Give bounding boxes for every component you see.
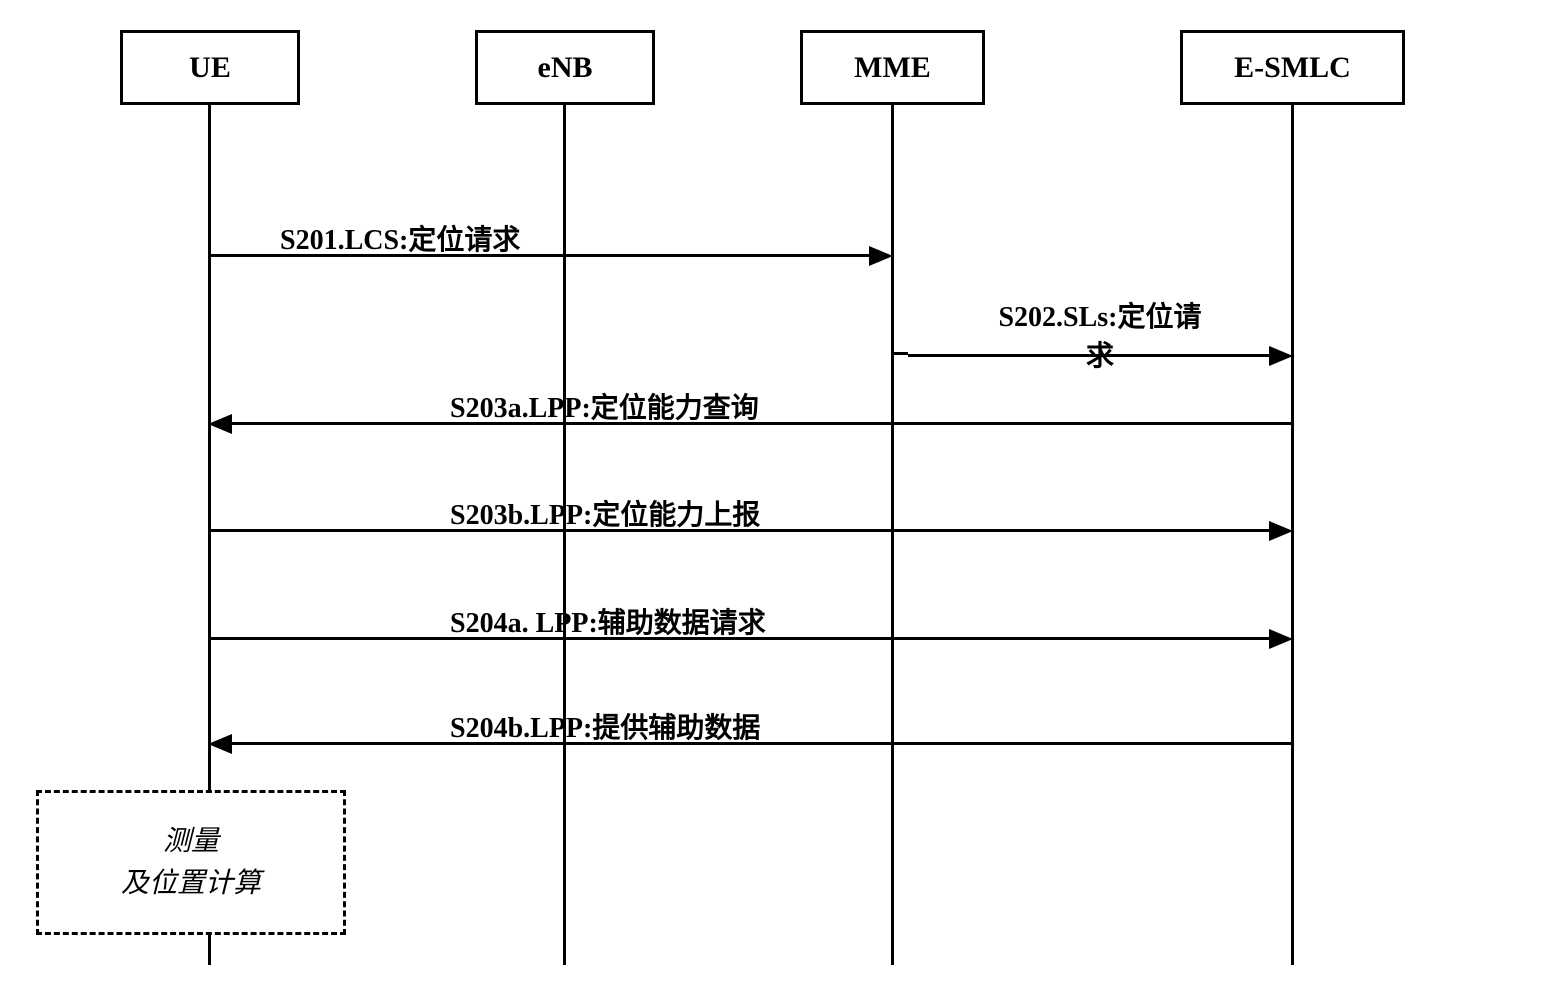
msg-s203a-label: S203a.LPP:定位能力查询 [450,386,759,426]
participant-ue-label: UE [189,51,231,85]
sequence-diagram: UE eNB MME E-SMLC S201.LCS:定位请求 S202.SLs… [0,0,1548,992]
msg-s202-arrow [1269,346,1293,366]
msg-s203a-line [230,422,1292,425]
lifeline-enb [563,105,566,965]
msg-s203b-line [211,529,1271,532]
msg-s202-label-line1: S202.SLs:定位请 [998,302,1201,333]
msg-s203b-arrow [1269,521,1293,541]
msg-s204b-label: S204b.LPP:提供辅助数据 [450,706,760,746]
msg-s202-label-wrap: S202.SLs:定位请 求 [935,298,1265,376]
msg-s204b-line [230,742,1292,745]
participant-enb-label: eNB [538,51,593,85]
participant-enb: eNB [475,30,655,105]
activation-measure-label: 测量 及位置计算 [121,821,261,905]
lifeline-mme [891,105,894,965]
msg-s201-label: S201.LCS:定位请求 [280,218,520,258]
participant-esmlc-label: E-SMLC [1234,51,1351,85]
msg-s203b-label: S203b.LPP:定位能力上报 [450,493,760,533]
participant-mme-label: MME [854,51,931,85]
msg-s201-arrow [869,246,893,266]
msg-s201-line [211,254,871,257]
msg-s204a-line [211,637,1271,640]
participant-esmlc: E-SMLC [1180,30,1405,105]
msg-s204b-arrow [208,734,232,754]
activation-measure: 测量 及位置计算 [36,790,346,935]
msg-s204a-arrow [1269,629,1293,649]
msg-s202-line [908,354,1271,357]
participant-mme: MME [800,30,985,105]
msg-s203a-arrow [208,414,232,434]
participant-ue: UE [120,30,300,105]
msg-s204a-label: S204a. LPP:辅助数据请求 [450,601,766,641]
msg-s202-hook [891,310,908,355]
